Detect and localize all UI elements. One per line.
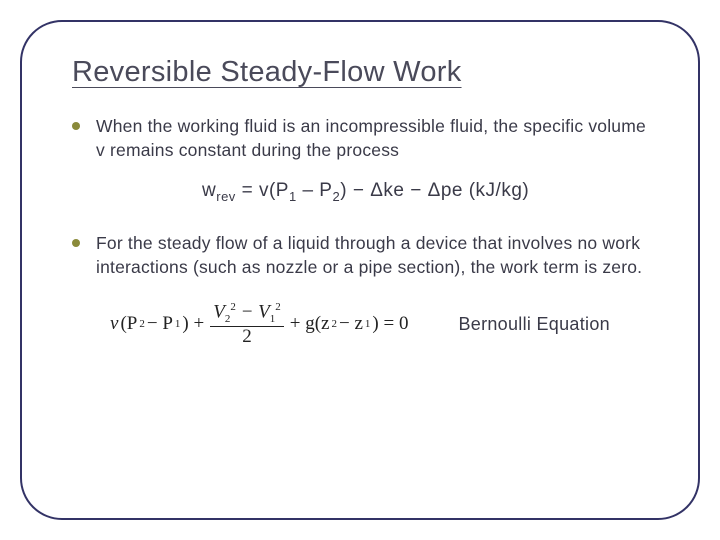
bern-sup: 2 xyxy=(275,301,281,313)
work-equation: wrev = v(P1 – P2) − Δke − Δpe (kJ/kg) xyxy=(202,180,648,204)
bern-part: − z xyxy=(339,313,363,335)
bern-nu: ν xyxy=(110,313,118,335)
eq-part: – P xyxy=(297,180,333,201)
bullet-text: When the working fluid is an incompressi… xyxy=(96,115,648,162)
bullet-dot-icon xyxy=(72,239,80,247)
bullet-dot-icon xyxy=(72,122,80,130)
slide: Reversible Steady-Flow Work When the wor… xyxy=(0,0,720,540)
bern-sub: 1 xyxy=(365,318,371,330)
bullet-item: When the working fluid is an incompressi… xyxy=(72,115,648,162)
bern-part: + g(z xyxy=(290,313,330,335)
slide-title: Reversible Steady-Flow Work xyxy=(72,56,648,89)
bullet-item: For the steady flow of a liquid through … xyxy=(72,232,648,279)
bern-sub: 2 xyxy=(139,318,145,330)
bernoulli-equation: ν(P2 − P1) + V22 − V12 2 + g(z2 − z1) = … xyxy=(110,301,408,347)
bern-sub: 1 xyxy=(175,318,181,330)
eq-p1-sub: 1 xyxy=(289,189,297,204)
slide-frame: Reversible Steady-Flow Work When the wor… xyxy=(20,20,700,520)
bern-fraction: V22 − V12 2 xyxy=(210,301,284,347)
bern-part: (P xyxy=(120,313,137,335)
bern-sub: 2 xyxy=(332,318,338,330)
bernoulli-row: ν(P2 − P1) + V22 − V12 2 + g(z2 − z1) = … xyxy=(72,301,648,347)
bern-num: − V xyxy=(236,302,270,323)
bern-sub: 2 xyxy=(225,313,231,325)
bern-den: 2 xyxy=(239,327,255,348)
eq-lhs: w xyxy=(202,180,216,201)
eq-lhs-sub: rev xyxy=(216,189,236,204)
bern-num: V xyxy=(213,302,225,323)
eq-part: ) − Δke − Δpe (kJ/kg) xyxy=(340,180,529,201)
eq-part: = v(P xyxy=(236,180,289,201)
bern-part: ) + xyxy=(182,313,204,335)
bernoulli-label: Bernoulli Equation xyxy=(458,314,610,335)
bern-part: ) = 0 xyxy=(372,313,408,335)
bullet-text: For the steady flow of a liquid through … xyxy=(96,232,648,279)
bern-sub: 1 xyxy=(270,313,276,325)
bern-part: − P xyxy=(147,313,173,335)
